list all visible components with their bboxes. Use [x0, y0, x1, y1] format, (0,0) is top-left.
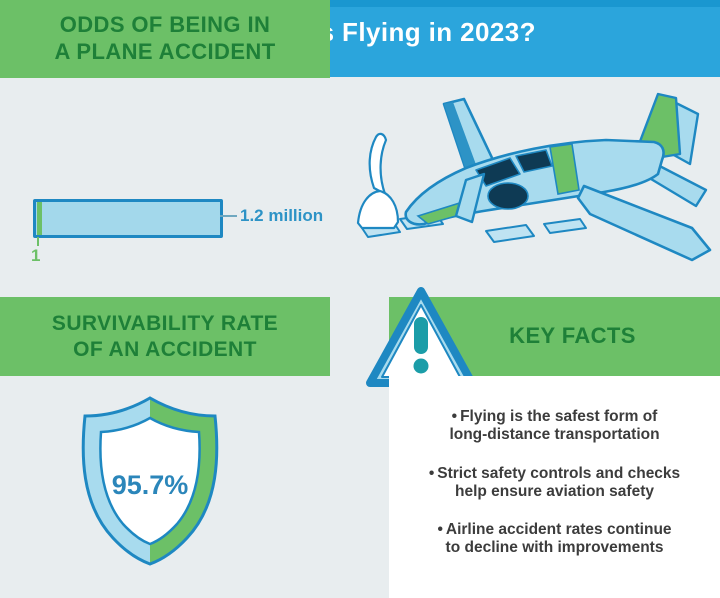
header-top-strip	[0, 0, 720, 7]
odds-heading-line1: ODDS OF BEING IN	[59, 12, 271, 38]
key-fact-2-line1: Strict safety controls and checks	[437, 464, 681, 482]
broken-propeller-icon	[356, 132, 400, 230]
survivability-heading-line2: OF AN ACCIDENT	[73, 337, 257, 361]
key-facts-heading: KEY FACTS	[509, 323, 636, 349]
odds-bar-small-segment	[37, 202, 42, 235]
upper-wing-edge	[444, 102, 478, 176]
odds-bar	[33, 199, 223, 238]
key-fact-3-line1: Airline accident rates continue	[445, 521, 672, 539]
key-fact-1-line1: Flying is the safest form of	[460, 408, 658, 425]
survivability-heading-line1: SURVIVABILITY RATE	[51, 311, 279, 335]
cockpit-windows	[475, 149, 553, 187]
engine-intake	[487, 182, 529, 210]
odds-heading-banner: ODDS OF BEING IN A PLANE ACCIDENT	[0, 0, 330, 78]
bar-connector-line	[220, 215, 237, 217]
survivability-rate-value: 95.7%	[111, 470, 189, 500]
key-fact-item: • Airline accident rates continue to decl…	[389, 521, 720, 558]
exclamation-dot	[413, 358, 429, 374]
bullet-icon: •	[428, 464, 435, 482]
fuselage-green-stripe	[549, 143, 580, 195]
odds-small-label: 1	[31, 246, 41, 265]
exclamation-bar	[414, 317, 428, 354]
crashed-plane-illustration	[356, 92, 712, 262]
survivability-shield-badge: 95.7%	[68, 392, 232, 572]
key-fact-3-line2: to decline with improvements	[445, 539, 664, 557]
bullet-icon: •	[437, 521, 443, 539]
small-segment-tick	[37, 237, 39, 246]
hanging-flap	[454, 172, 486, 224]
tail-section	[634, 92, 708, 208]
key-facts-card: • Flying is the safest form of long-dista…	[389, 376, 720, 598]
shield-icon	[81, 396, 219, 566]
survivability-heading-banner: SURVIVABILITY RATE OF AN ACCIDENT	[0, 297, 330, 376]
key-fact-item: • Strict safety controls and checks help …	[389, 465, 720, 502]
key-fact-1-line2: long-distance transportation	[449, 426, 660, 444]
bullet-icon: •	[451, 408, 458, 425]
odds-large-label: 1.2 million	[240, 206, 324, 225]
key-fact-item: • Flying is the safest form of long-dista…	[389, 408, 720, 445]
odds-heading-line2: A PLANE ACCIDENT	[54, 39, 276, 64]
main-wing	[576, 184, 712, 262]
key-fact-2-line2: help ensure aviation safety	[455, 482, 654, 500]
